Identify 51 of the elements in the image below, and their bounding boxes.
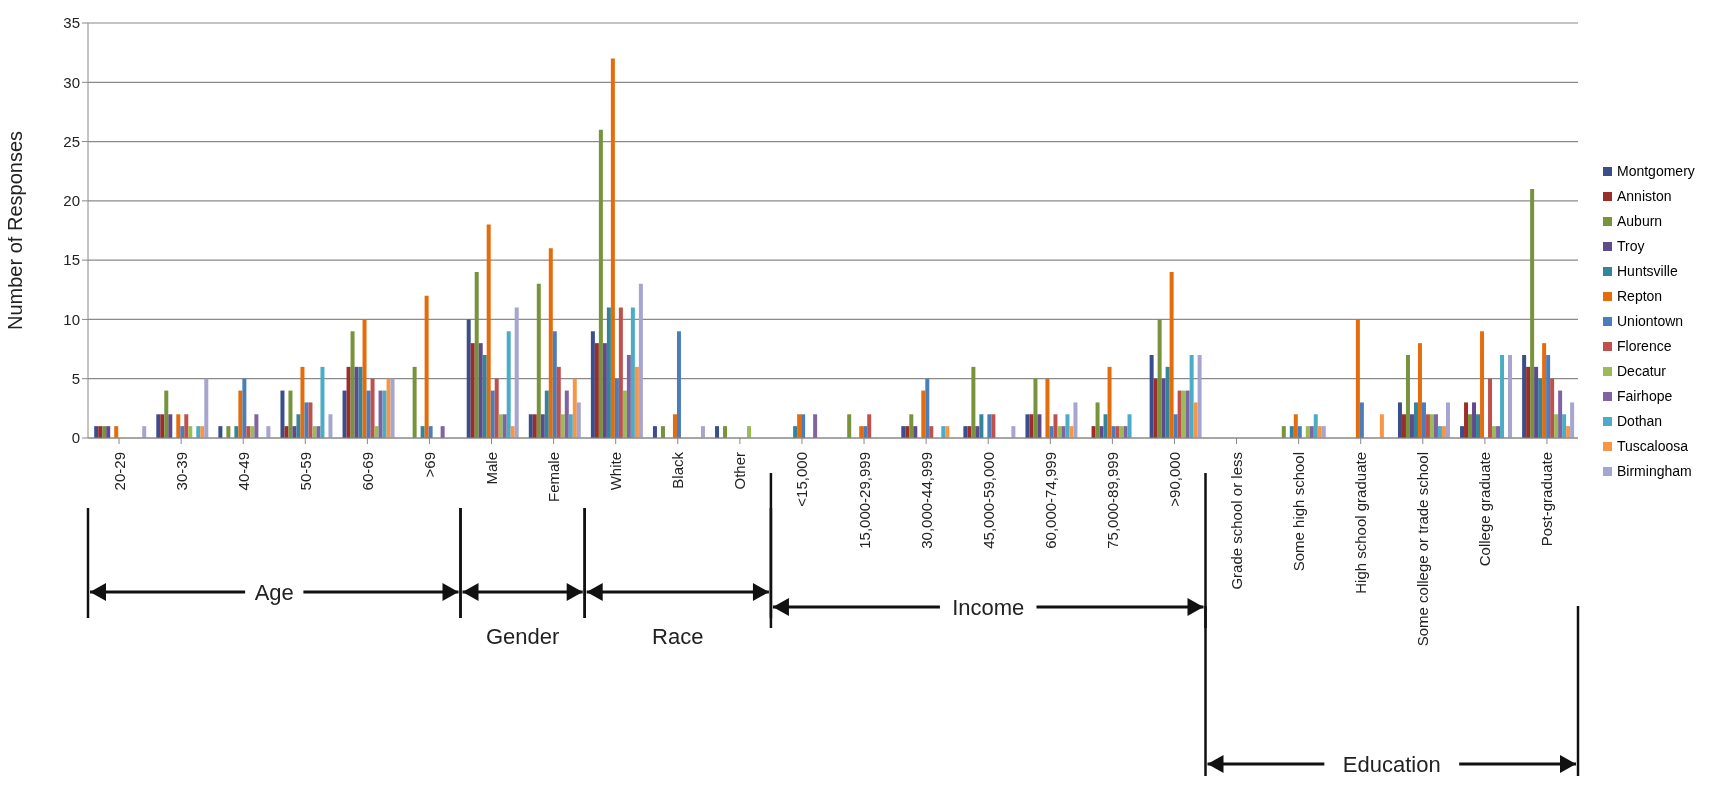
x-tick-label: 40-49 (234, 452, 252, 491)
x-tick-label: 45,000-59,000 (979, 452, 997, 549)
x-tick-label: College graduate (1476, 452, 1494, 567)
x-tick-label: Male (483, 452, 501, 485)
legend-label: Dothan (1617, 413, 1663, 429)
legend-label: Troy (1617, 238, 1645, 254)
y-axis-title: Number of Responses (4, 131, 27, 330)
x-tick-label: >90,000 (1165, 452, 1183, 507)
x-tick-label: High school graduate (1352, 452, 1370, 594)
x-tick-label: 60-69 (358, 452, 376, 491)
x-tick-label: 75,000-89,999 (1103, 452, 1121, 549)
text: Gender (485, 623, 560, 649)
x-tick-label: 15,000-29,999 (855, 452, 873, 549)
x-tick-label: 60,000-74,999 (1041, 452, 1059, 549)
x-tick-label: Some college or trade school (1414, 452, 1432, 647)
x-tick-label: 20-29 (110, 452, 128, 491)
legend-label: Tuscaloosa (1617, 438, 1689, 454)
y-tick-label: 5 (71, 370, 80, 388)
x-tick-label: Other (731, 452, 749, 490)
text: Education (1342, 751, 1441, 777)
legend-label: Auburn (1617, 213, 1663, 229)
legend-label: Repton (1617, 288, 1663, 304)
y-tick-label: 35 (63, 14, 80, 32)
legend-label: Huntsville (1617, 263, 1678, 279)
x-tick-label: Female (545, 452, 563, 503)
x-tick-label: Grade school or less (1228, 452, 1246, 590)
y-tick-label: 15 (63, 251, 80, 269)
x-tick-label: White (607, 452, 625, 491)
legend-label: Anniston (1617, 188, 1672, 204)
y-tick-label: 10 (63, 310, 80, 328)
x-tick-label: 30-39 (172, 452, 190, 491)
x-tick-label: >69 (420, 452, 438, 478)
legend-label: Uniontown (1617, 313, 1684, 329)
legend-label: Montgomery (1617, 163, 1695, 179)
legend-label: Decatur (1617, 363, 1667, 379)
y-tick-label: 20 (63, 192, 80, 210)
legend-label: Florence (1617, 338, 1672, 354)
y-tick-label: 0 (71, 429, 80, 447)
text: Income (952, 594, 1025, 620)
x-tick-label: 30,000-44,999 (917, 452, 935, 549)
y-tick-label: 30 (63, 73, 80, 91)
legend-label: Birmingham (1617, 463, 1692, 479)
text: Age (254, 579, 294, 605)
x-tick-label: 50-59 (296, 452, 314, 491)
legend-label: Fairhope (1617, 388, 1673, 404)
x-tick-label: Black (669, 451, 687, 489)
x-tick-label: <15,000 (793, 452, 811, 507)
x-tick-label: Some high school (1290, 452, 1308, 572)
y-tick-label: 25 (63, 132, 80, 150)
x-tick-label: Post-graduate (1538, 452, 1556, 547)
text: Race (652, 623, 704, 649)
